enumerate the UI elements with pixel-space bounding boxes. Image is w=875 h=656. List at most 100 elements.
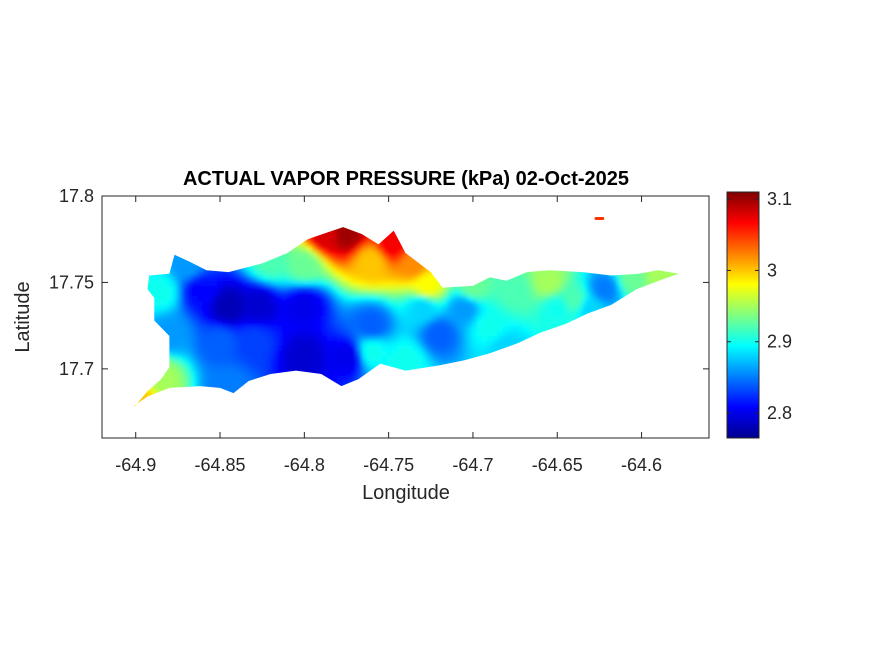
field-cell	[527, 291, 533, 297]
field-cell	[307, 351, 313, 357]
field-cell	[512, 276, 518, 282]
field-cell	[302, 301, 308, 307]
field-cell	[312, 311, 318, 317]
field-cell	[402, 261, 408, 267]
field-cell	[497, 346, 503, 352]
field-cell	[537, 326, 543, 332]
field-cell	[372, 306, 378, 312]
field-cell	[567, 306, 573, 312]
field-cell	[497, 286, 503, 292]
field-cell	[357, 346, 363, 352]
field-cell	[207, 281, 213, 287]
field-cell	[362, 256, 368, 262]
field-cell	[367, 341, 373, 347]
field-cell	[372, 261, 378, 267]
field-cell	[342, 231, 348, 237]
field-cell	[202, 276, 208, 282]
field-cell	[257, 286, 263, 292]
field-cell	[237, 351, 243, 357]
field-cell	[537, 291, 543, 297]
field-cell	[342, 316, 348, 322]
field-cell	[267, 336, 273, 342]
field-cell	[487, 286, 493, 292]
field-cell	[192, 321, 198, 327]
field-cell	[577, 271, 583, 277]
field-cell	[432, 346, 438, 352]
field-cell	[367, 281, 373, 287]
field-cell	[262, 341, 268, 347]
field-cell	[307, 366, 313, 372]
field-cell	[402, 321, 408, 327]
field-cell	[427, 326, 433, 332]
field-cell	[312, 261, 318, 267]
field-cell	[317, 241, 323, 247]
field-cell	[212, 276, 218, 282]
field-cell	[347, 296, 353, 302]
field-cell	[427, 301, 433, 307]
field-cell	[207, 286, 213, 292]
field-cell	[167, 351, 173, 357]
field-cell	[587, 306, 593, 312]
field-cell	[172, 316, 178, 322]
field-cell	[592, 291, 598, 297]
field-cell	[597, 291, 603, 297]
field-cell	[292, 366, 298, 372]
field-cell	[442, 331, 448, 337]
field-cell	[357, 281, 363, 287]
field-cell	[477, 311, 483, 317]
field-cell	[342, 336, 348, 342]
field-cell	[237, 301, 243, 307]
field-cell	[232, 361, 238, 367]
field-cell	[347, 326, 353, 332]
field-cell	[317, 266, 323, 272]
field-cell	[387, 336, 393, 342]
field-cell	[207, 311, 213, 317]
field-cell	[417, 306, 423, 312]
field-cell	[257, 316, 263, 322]
field-cell	[362, 326, 368, 332]
field-cell	[517, 276, 523, 282]
field-cell	[367, 316, 373, 322]
field-cell	[542, 316, 548, 322]
field-cell	[387, 276, 393, 282]
field-cell	[327, 346, 333, 352]
field-cell	[392, 356, 398, 362]
field-cell	[282, 306, 288, 312]
field-cell	[242, 371, 248, 377]
field-cell	[257, 321, 263, 327]
field-cell	[607, 301, 613, 307]
field-cell	[342, 351, 348, 357]
field-cell	[247, 316, 253, 322]
field-cell	[252, 326, 258, 332]
field-cell	[222, 281, 228, 287]
field-cell	[277, 326, 283, 332]
field-cell	[327, 376, 333, 382]
field-cell	[332, 251, 338, 257]
field-cell	[327, 241, 333, 247]
field-cell	[522, 291, 528, 297]
field-cell	[237, 326, 243, 332]
field-cell	[232, 276, 238, 282]
field-cell	[502, 331, 508, 337]
field-cell	[312, 246, 318, 252]
field-cell	[352, 241, 358, 247]
field-cell	[362, 306, 368, 312]
field-cell	[337, 281, 343, 287]
field-cell	[552, 306, 558, 312]
field-cell	[387, 271, 393, 277]
field-cell	[357, 361, 363, 367]
field-cell	[312, 296, 318, 302]
field-cell	[412, 356, 418, 362]
field-cell	[387, 301, 393, 307]
field-cell	[312, 236, 318, 242]
field-cell	[222, 286, 228, 292]
field-cell	[517, 281, 523, 287]
field-cell	[322, 331, 328, 337]
field-cell	[447, 306, 453, 312]
field-cell	[187, 376, 193, 382]
field-cell	[532, 321, 538, 327]
field-cell	[297, 266, 303, 272]
field-cell	[422, 301, 428, 307]
field-cell	[187, 326, 193, 332]
field-cell	[327, 316, 333, 322]
